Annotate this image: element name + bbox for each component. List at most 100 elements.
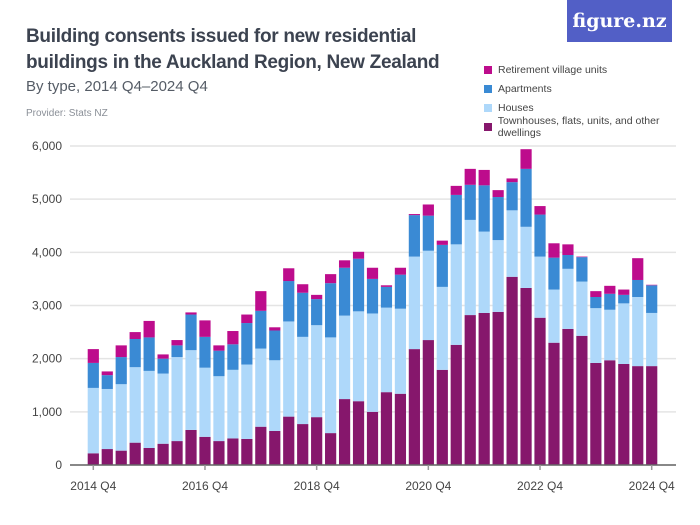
bar-segment-3-32: [534, 206, 546, 215]
bar-segment-1-18: [338, 315, 351, 400]
bar-segment-2-13: [269, 330, 281, 361]
bar-segment-2-25: [436, 244, 448, 287]
bar-segment-3-16: [311, 294, 323, 300]
bar-segment-0-13: [269, 430, 281, 465]
bar-segment-3-12: [255, 291, 267, 311]
bar-segment-3-19: [352, 251, 365, 259]
bar-segment-2-35: [576, 257, 588, 282]
bar-segment-1-24: [422, 250, 434, 341]
bar-segment-3-0: [87, 349, 99, 363]
bar-segment-1-36: [590, 308, 602, 363]
bar-segment-0-2: [115, 450, 127, 465]
bar-segment-0-26: [450, 344, 462, 465]
bar-segment-2-16: [311, 299, 323, 326]
bar-segment-1-22: [394, 308, 407, 394]
bar-segment-2-32: [534, 214, 546, 257]
bar-segment-3-11: [241, 314, 253, 324]
bar-segment-1-19: [352, 311, 365, 402]
figure-nz-logo[interactable]: figure.nz: [567, 0, 672, 42]
bar-segment-1-37: [604, 309, 616, 361]
bar-segment-3-33: [548, 243, 560, 258]
bar-segment-3-37: [604, 285, 616, 294]
bar-segment-1-31: [520, 226, 532, 288]
bar-segment-2-2: [115, 357, 127, 385]
y-tick-label: 4,000: [32, 245, 62, 259]
bar-segment-0-5: [157, 443, 169, 465]
bar-segment-1-6: [171, 357, 183, 442]
bar-segment-2-28: [478, 185, 490, 232]
bar-segment-3-6: [171, 340, 183, 346]
bar-segment-3-29: [492, 190, 504, 198]
bar-segment-2-8: [199, 336, 211, 368]
bar-segment-1-30: [506, 210, 518, 277]
legend-item-retirement: Retirement village units: [484, 60, 700, 79]
bar-segment-0-17: [325, 433, 337, 465]
bar-segment-1-13: [269, 360, 281, 431]
bar-segment-2-30: [506, 182, 518, 211]
bar-segment-3-2: [115, 345, 127, 358]
bar-segment-3-9: [213, 345, 225, 351]
bar-segment-2-12: [255, 310, 267, 349]
legend-label: Apartments: [498, 82, 552, 95]
y-tick-label: 1,000: [32, 405, 62, 419]
bar-segment-2-20: [366, 278, 379, 314]
bar-segment-0-4: [143, 447, 155, 465]
bar-segment-0-36: [590, 362, 602, 465]
bar-segment-3-39: [632, 258, 644, 280]
legend: Retirement village units Apartments Hous…: [484, 60, 700, 139]
bar-segment-3-15: [297, 284, 309, 293]
bar-segment-0-32: [534, 317, 546, 465]
bar-segment-1-0: [87, 387, 99, 454]
bar-segment-1-7: [185, 350, 197, 430]
bar-segment-2-21: [380, 286, 393, 308]
bar-segment-0-39: [632, 366, 644, 465]
bar-segment-3-25: [436, 240, 448, 245]
bar-segment-0-34: [562, 328, 574, 465]
bar-segment-2-14: [283, 281, 295, 322]
bar-segment-1-2: [115, 384, 127, 451]
bar-segment-2-4: [143, 337, 155, 371]
bar-segment-0-27: [464, 315, 476, 465]
bar-segment-3-1: [101, 371, 113, 376]
bar-segment-0-3: [129, 442, 141, 465]
bar-segment-0-29: [492, 311, 504, 465]
bar-segment-0-24: [422, 340, 434, 465]
bar-segment-1-35: [576, 281, 588, 336]
bar-segment-2-18: [338, 267, 351, 316]
y-tick-label: 2,000: [32, 352, 62, 366]
legend-swatch: [484, 84, 492, 93]
bar-segment-1-1: [101, 388, 113, 450]
bar-segment-0-16: [311, 417, 323, 465]
bar-segment-2-19: [352, 258, 365, 312]
bar-segment-0-38: [618, 363, 630, 465]
bar-segment-2-6: [171, 345, 183, 358]
bar-segment-1-20: [366, 313, 379, 412]
bar-segment-3-18: [338, 260, 351, 268]
x-tick-label: 2020 Q4: [405, 479, 451, 493]
bar-segment-3-20: [366, 267, 379, 279]
bar-segment-0-22: [394, 393, 407, 465]
bar-segment-2-39: [632, 279, 644, 297]
bar-segment-1-26: [450, 244, 462, 345]
y-tick-label: 0: [55, 458, 62, 472]
legend-item-townhouses: Townhouses, flats, units, and other dwel…: [484, 115, 700, 139]
bar-segment-0-10: [227, 438, 239, 465]
bar-segment-1-5: [157, 373, 169, 444]
bar-segment-2-3: [129, 338, 141, 368]
bar-segment-3-27: [464, 168, 476, 185]
legend-swatch: [484, 65, 492, 74]
bar-segment-3-21: [380, 285, 393, 287]
bar-segment-2-5: [157, 358, 169, 374]
bar-segment-2-33: [548, 257, 560, 290]
bar-segment-0-11: [241, 438, 253, 465]
bar-segment-3-5: [157, 354, 169, 359]
bar-segment-2-11: [241, 323, 253, 365]
bar-segment-3-8: [199, 320, 211, 337]
bar-segment-1-14: [283, 321, 295, 417]
bar-segment-3-31: [520, 149, 532, 169]
bar-segment-0-28: [478, 312, 490, 465]
x-tick-label: 2022 Q4: [517, 479, 563, 493]
bar-segment-0-6: [171, 441, 183, 465]
bar-segment-3-35: [576, 256, 588, 258]
